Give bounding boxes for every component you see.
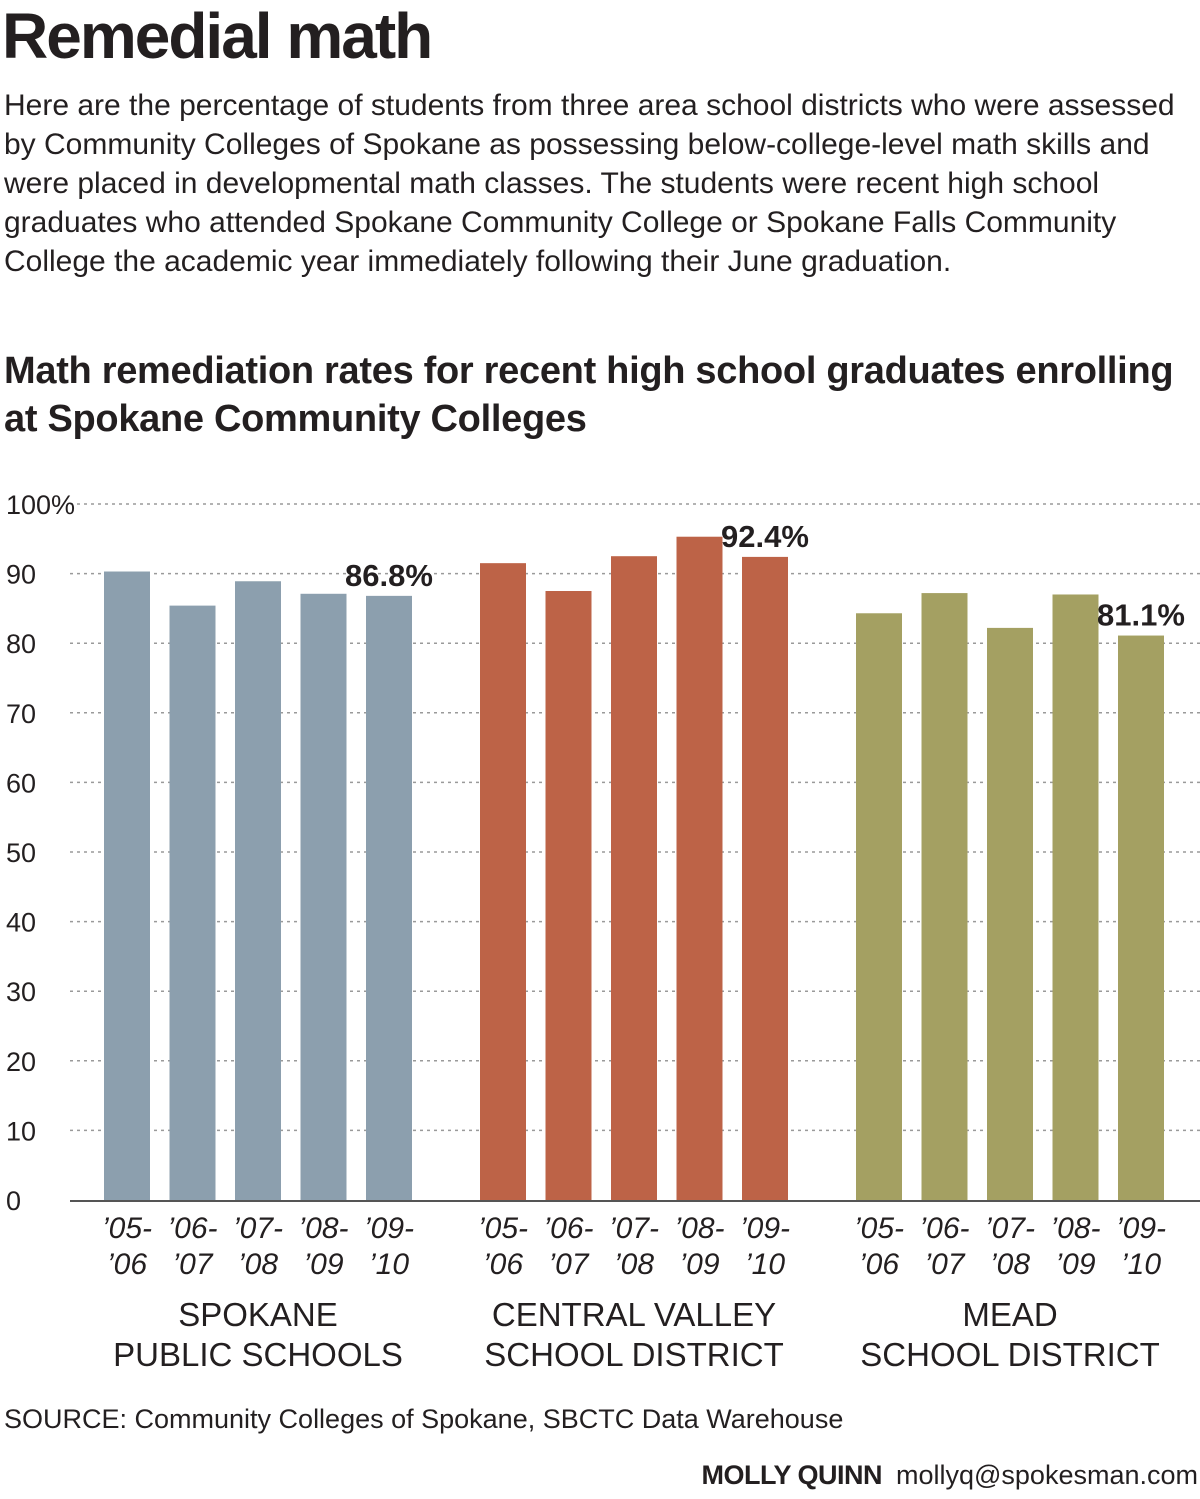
y-tick-label: 20 [6,1047,36,1077]
x-tick-label: ’07 [548,1248,589,1281]
group-label: PUBLIC SCHOOLS [113,1336,403,1373]
bar [987,627,1033,1200]
x-tick-label: ’09- [364,1212,414,1245]
bar [104,571,150,1200]
x-tick-label: ’10 [745,1248,785,1281]
x-tick-label: ’08- [1050,1212,1100,1245]
x-tick-label: ’06 [107,1248,147,1281]
credit-email: mollyq@spokesman.com [895,1460,1198,1490]
y-tick-label: 30 [6,977,36,1007]
y-tick-label: 70 [6,699,36,729]
credit-name: MOLLY QUINN [701,1460,882,1490]
bar [1052,594,1099,1200]
x-tick-label: ’06 [483,1248,523,1281]
x-tick-label: ’09 [679,1248,719,1281]
chart-title: Math remediation rates for recent high s… [4,350,1174,440]
y-tick-label: 10 [6,1116,36,1146]
bar [545,591,592,1200]
y-tick-label: 0 [6,1186,21,1216]
bar [611,556,657,1200]
y-axis-ticks: 0 10 20 30 40 50 60 70 80 90 100% [6,490,75,1216]
x-tick-label: ’09 [1055,1248,1095,1281]
bars [104,536,1164,1200]
value-label: 86.8% [345,558,433,593]
value-label: 81.1% [1097,598,1185,633]
x-tick-label: ’08- [298,1212,348,1245]
x-tick-label: ’08- [674,1212,724,1245]
y-tick-label: 90 [6,560,36,590]
x-tick-label: ’08 [614,1248,654,1281]
y-tick-label: 80 [6,629,36,659]
x-tick-label: ’05- [478,1212,528,1245]
group-label: SCHOOL DISTRICT [484,1336,783,1373]
x-tick-label: ’07- [233,1212,283,1245]
x-tick-label: ’07 [924,1248,965,1281]
bar [366,595,412,1200]
group-label: SCHOOL DISTRICT [860,1336,1159,1373]
x-tick-label: ’06 [859,1248,899,1281]
value-labels: 86.8% 92.4% 81.1% [345,519,1185,633]
bar [921,593,968,1200]
x-tick-label: ’09- [1116,1212,1166,1245]
x-tick-label: ’06- [543,1212,593,1245]
source-note: SOURCE: Community Colleges of Spokane, S… [4,1404,844,1434]
bar [235,581,281,1200]
headline: Remedial math [2,0,433,72]
x-tick-label: ’10 [369,1248,409,1281]
bar [856,613,902,1200]
x-tick-label: ’07- [985,1212,1035,1245]
y-tick-label: 40 [6,908,36,938]
y-tick-label: 100% [6,490,75,520]
bar [1118,635,1164,1200]
x-tick-label: ’09 [303,1248,343,1281]
group-label: MEAD [962,1296,1057,1333]
x-tick-label: ’05- [102,1212,152,1245]
y-tick-label: 60 [6,768,36,798]
x-tick-label: ’10 [1121,1248,1161,1281]
x-tick-label: ’06- [919,1212,969,1245]
x-tick-label: ’07- [609,1212,659,1245]
x-tick-label: ’08 [990,1248,1030,1281]
x-tick-label: ’09- [740,1212,790,1245]
y-tick-label: 50 [6,838,36,868]
x-tick-label: ’08 [238,1248,278,1281]
x-axis-ticks: ’05-’06’06-’07’07-’08’08-’09’09-’10’05-’… [102,1212,1166,1281]
bar [742,556,788,1200]
credit: MOLLY QUINN mollyq@spokesman.com [701,1460,1198,1491]
x-tick-label: ’06- [167,1212,217,1245]
x-tick-label: ’05- [854,1212,904,1245]
bar [169,605,216,1200]
group-label: CENTRAL VALLEY [492,1296,776,1333]
x-tick-label: ’07 [172,1248,213,1281]
bar [300,593,347,1200]
bar [480,563,526,1200]
value-label: 92.4% [721,519,809,554]
intro-text: Here are the percentage of students from… [4,89,1175,278]
bar [676,536,723,1200]
group-label: SPOKANE [178,1296,338,1333]
